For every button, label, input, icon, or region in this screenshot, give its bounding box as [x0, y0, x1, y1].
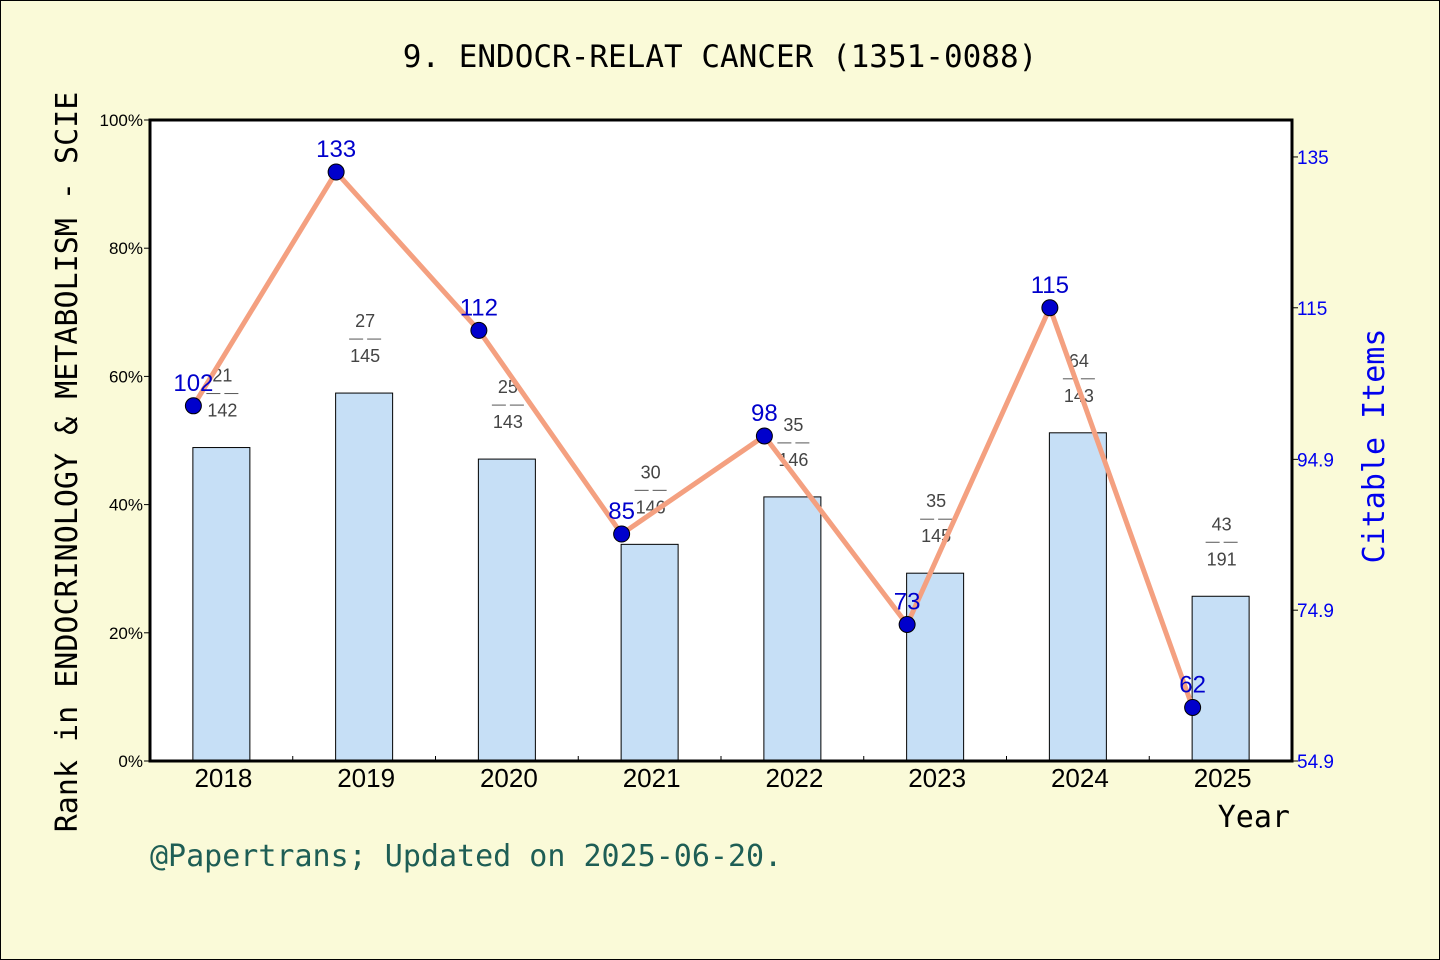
x-tick-label: 2025: [1194, 763, 1252, 793]
x-tick-label: 2022: [765, 763, 823, 793]
y-tick-label: 100%: [100, 111, 143, 130]
bar-2021: [620, 543, 679, 762]
plot-area: [150, 120, 1292, 761]
citable-point-2023: [898, 616, 916, 634]
y-tick-label: 40%: [109, 496, 143, 515]
y-axis-right: 135 115 94.9 74.9 54.9: [1292, 148, 1334, 773]
x-tick-label: 2018: [194, 763, 252, 793]
bars-layer: [192, 392, 1250, 762]
y2-tick-label: 94.9: [1297, 450, 1334, 471]
chart-title: 9. ENDOCR-RELAT CANCER (1351-0088): [403, 39, 1038, 75]
citable-point-2024: [1041, 299, 1059, 317]
rank-label-2022: 35: [783, 415, 803, 435]
rank-label-2024: 64: [1069, 351, 1089, 371]
citable-point-2019: [327, 163, 345, 181]
total-label-2025: 191: [1207, 549, 1237, 569]
citable-label-2021: 85: [608, 498, 635, 525]
y2-tick-label: 115: [1297, 299, 1327, 320]
rank-label-2025: 43: [1212, 514, 1232, 534]
rank-label-2021: 30: [641, 462, 661, 482]
line-layer: [190, 169, 1196, 710]
citable-point-2022: [755, 427, 773, 445]
x-tick-label: 2024: [1051, 763, 1109, 793]
bar-2018: [192, 447, 251, 762]
total-label-2020: 143: [493, 412, 523, 432]
citable-point-2020: [470, 321, 488, 339]
y-axis-right-title: Citable Items: [1357, 329, 1392, 564]
y-tick-label: 20%: [109, 624, 143, 643]
citable-items-line: [190, 169, 1196, 710]
y-axis-left-title: Rank in ENDOCRINOLOGY & METABOLISM - SCI…: [50, 92, 85, 833]
y2-tick-label: 54.9: [1297, 752, 1334, 773]
citable-point-2018: [184, 397, 202, 415]
rank-label-2019: 27: [355, 311, 375, 331]
y-tick-label: 0%: [118, 752, 143, 771]
y2-tick-label: 74.9: [1297, 601, 1334, 622]
total-label-2021: 146: [636, 497, 666, 517]
citable-label-2022: 98: [751, 400, 778, 427]
citable-label-2019: 133: [316, 136, 356, 163]
x-tick-label: 2019: [337, 763, 395, 793]
total-label-2019: 145: [350, 346, 380, 366]
bar-2020: [477, 458, 536, 762]
citable-point-2021: [613, 525, 631, 543]
total-label-2018: 142: [207, 401, 237, 421]
y2-tick-label: 135: [1297, 148, 1329, 169]
rank-label-2023: 35: [926, 491, 946, 511]
footer-note: @Papertrans; Updated on 2025-06-20.: [150, 839, 782, 874]
x-tick-label: 2021: [623, 763, 681, 793]
x-tick-label: 2023: [908, 763, 966, 793]
x-axis: 2018 2019 2020 2021 2022 2023 2024 2025: [149, 756, 1293, 793]
citable-label-2023: 73: [894, 589, 921, 616]
citable-label-2018: 102: [173, 370, 213, 397]
y-tick-label: 60%: [109, 367, 143, 386]
markers-layer: 102 133 112 85 98 73 115 62: [173, 136, 1206, 716]
y-tick-label: 80%: [109, 239, 143, 258]
bar-2019: [335, 392, 394, 762]
bar-2024: [1048, 432, 1107, 762]
citable-point-2025: [1184, 698, 1202, 716]
citable-label-2020: 112: [460, 294, 498, 321]
x-tick-label: 2020: [480, 763, 538, 793]
x-axis-title: Year: [1218, 800, 1290, 835]
citable-label-2025: 62: [1179, 671, 1206, 698]
y-axis-left: 0% 20% 40% 60% 80% 100%: [100, 111, 150, 771]
citable-label-2024: 115: [1031, 272, 1069, 299]
bar-2022: [763, 496, 822, 762]
